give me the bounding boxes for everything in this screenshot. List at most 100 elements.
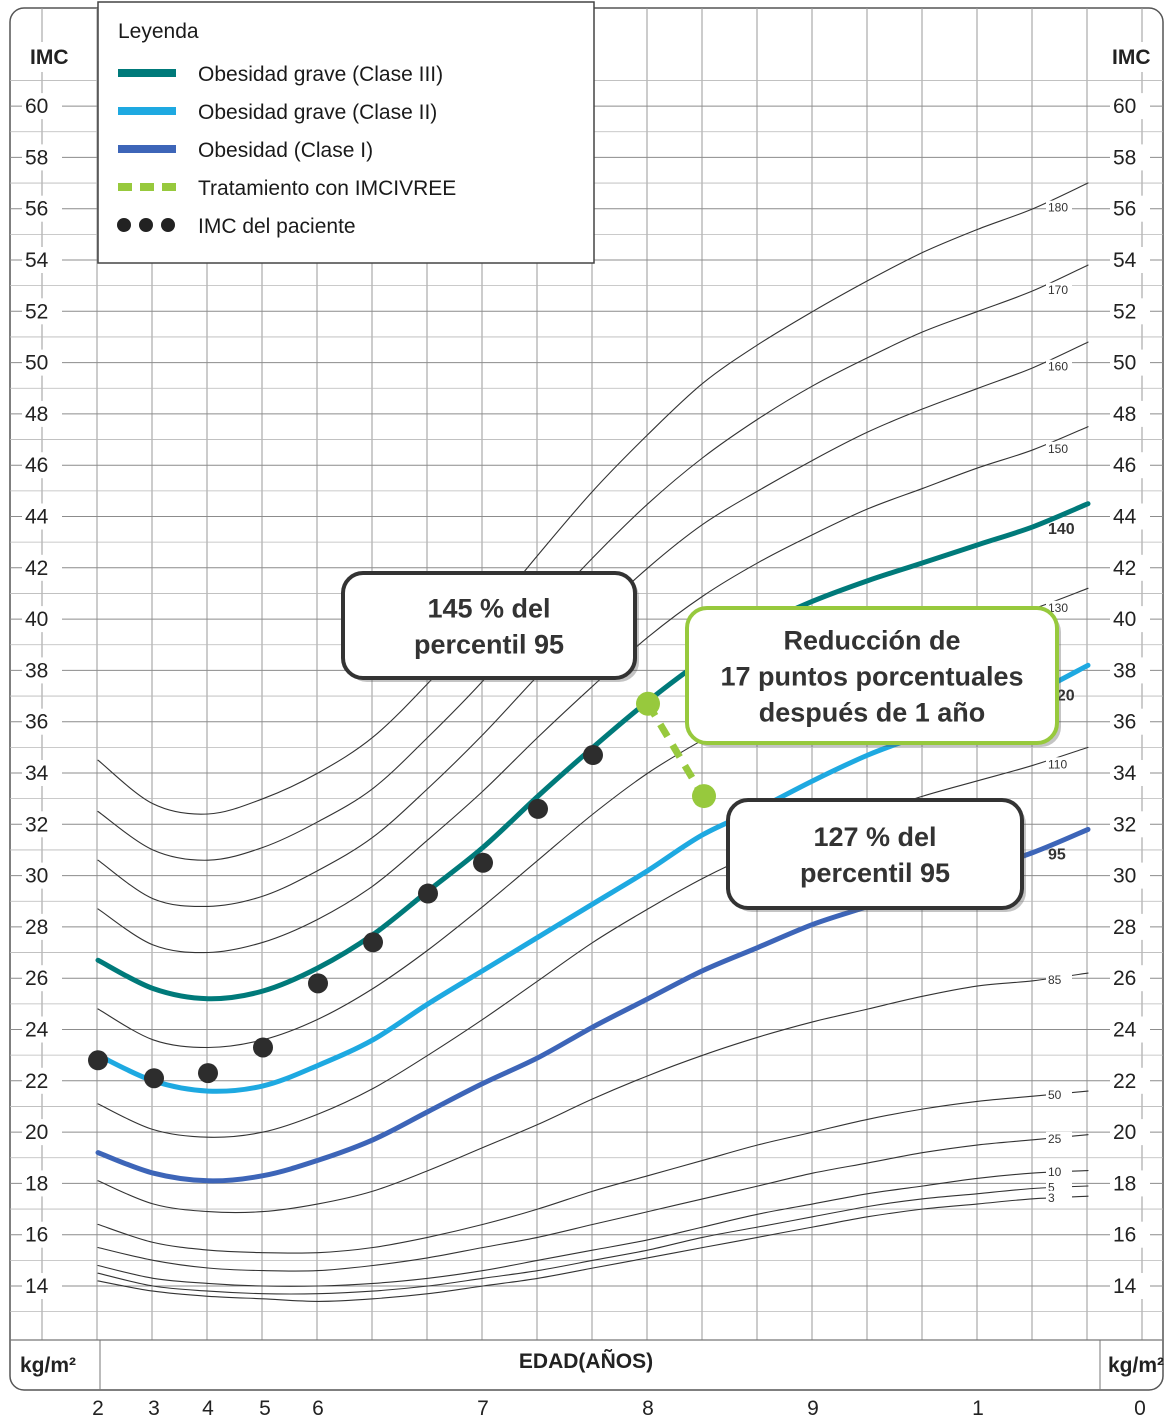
ytick-bg-left-38 [22, 657, 62, 684]
curve-label-85: 85 [1048, 973, 1062, 987]
x-tick-8: 1 [972, 1397, 984, 1420]
legend-swatch-4-1 [139, 218, 153, 232]
patient-dot-5 [363, 932, 383, 953]
curve-label-150: 150 [1048, 442, 1068, 456]
ytick-left-24: 24 [25, 1019, 49, 1042]
patient-dots [88, 691, 716, 1089]
ytick-left-34: 34 [25, 762, 49, 785]
ytick-bg-left-14 [22, 1273, 62, 1299]
ytick-bg-right-18 [1110, 1170, 1150, 1197]
curve-label-bg-10 [1046, 1165, 1072, 1180]
x-tick-4: 6 [312, 1397, 324, 1420]
curve-label-50: 50 [1048, 1088, 1062, 1102]
curve-label-bg-170 [1046, 282, 1072, 297]
x-tick-1: 3 [148, 1397, 160, 1420]
percentile-line-25 [97, 1134, 1089, 1272]
ytick-bg-right-58 [1110, 144, 1150, 171]
legend-label-3: Tratamiento con IMCIVREE [198, 177, 456, 200]
ytick-left-16: 16 [25, 1224, 48, 1247]
ytick-right-30: 30 [1113, 865, 1136, 888]
percentile-line-50 [97, 1090, 1089, 1254]
legend-swatch-4-2 [161, 218, 175, 232]
ytick-bg-right-16 [1110, 1221, 1150, 1248]
percentile-line-180 [97, 182, 1089, 815]
legend-label-2: Obesidad (Clase I) [198, 139, 373, 162]
callout-0-line-0: 145 % del [427, 594, 550, 624]
patient-dot-11 [692, 784, 716, 809]
ytick-bg-left-42 [22, 554, 62, 581]
ytick-right-22: 22 [1113, 1070, 1136, 1093]
callout-1-line-2: después de 1 año [759, 698, 986, 728]
ytick-bg-left-36 [22, 708, 62, 735]
legend-swatch-3-1 [140, 183, 154, 191]
x-axis-title: EDAD(AÑOS) [519, 1350, 653, 1373]
ytick-bg-right-50 [1110, 349, 1150, 376]
curve-label-bg-110 [1046, 757, 1072, 772]
ytick-bg-left-34 [22, 760, 62, 786]
ytick-bg-left-58 [22, 144, 62, 171]
x-tick-3: 5 [259, 1397, 271, 1420]
curve-label-140: 140 [1048, 521, 1075, 538]
ytick-right-26: 26 [1113, 967, 1136, 990]
ytick-right-16: 16 [1113, 1224, 1136, 1247]
ytick-right-58: 58 [1113, 146, 1136, 169]
callout-1: Reducción de 17 puntos porcentuales despué… [685, 606, 1061, 747]
ytick-bg-left-46 [22, 452, 62, 479]
ytick-right-14: 14 [1113, 1275, 1137, 1298]
patient-dot-0 [88, 1050, 108, 1071]
ytick-bg-right-54 [1110, 247, 1150, 273]
ytick-bg-left-24 [22, 1016, 62, 1043]
ytick-left-30: 30 [25, 865, 48, 888]
ytick-right-18: 18 [1113, 1172, 1136, 1195]
ytick-bg-right-46 [1110, 452, 1150, 479]
callout-box-0 [341, 571, 637, 680]
ytick-bg-left-20 [22, 1119, 62, 1146]
ytick-right-32: 32 [1113, 813, 1136, 836]
patient-dot-4 [308, 973, 328, 994]
ytick-right-24: 24 [1113, 1019, 1137, 1042]
ytick-left-60: 60 [25, 95, 48, 118]
ytick-bg-right-20 [1110, 1119, 1150, 1146]
ytick-bg-left-60 [22, 93, 62, 120]
patient-dot-2 [198, 1063, 218, 1084]
ytick-left-28: 28 [25, 916, 48, 939]
ytick-bg-right-14 [1110, 1273, 1150, 1299]
ytick-right-20: 20 [1113, 1121, 1136, 1144]
y-axis-title-left: IMC [30, 46, 69, 69]
y-axis-title-right: IMC [1112, 46, 1151, 69]
callouts: 145 % del percentil 95 Reducción de 17 punt… [341, 571, 1061, 912]
ytick-bg-left-30 [22, 862, 62, 889]
ytick-right-48: 48 [1113, 403, 1136, 426]
curve-label-bg-85 [1046, 972, 1072, 987]
ytick-bg-left-52 [22, 298, 62, 325]
legend-box [97, 1, 595, 264]
ytick-bg-right-26 [1110, 965, 1150, 992]
ytick-right-56: 56 [1113, 198, 1136, 221]
ytick-bg-left-50 [22, 349, 62, 376]
ytick-left-58: 58 [25, 146, 48, 169]
ytick-right-44: 44 [1113, 506, 1137, 529]
axes: IMC1416182022242628303234363840424446485… [20, 42, 1164, 1420]
ytick-left-20: 20 [25, 1121, 48, 1144]
ytick-left-14: 14 [25, 1275, 49, 1298]
patient-dot-6 [418, 883, 438, 904]
curve-label-bg-130 [1046, 600, 1072, 615]
curve-label-25: 25 [1048, 1132, 1062, 1146]
ytick-left-32: 32 [25, 813, 48, 836]
percentile-line-110 [97, 746, 1089, 1138]
legend-swatch-1 [118, 107, 176, 115]
callout-0: 145 % del percentil 95 [341, 571, 639, 682]
curve-label-160: 160 [1048, 360, 1068, 374]
ytick-bg-right-56 [1110, 195, 1150, 222]
treatment-dashed-line [644, 701, 707, 798]
legend-swatch-2 [118, 145, 176, 153]
ytick-right-46: 46 [1113, 454, 1136, 477]
callout-box-2 [726, 798, 1024, 910]
y-unit-right: kg/m² [1108, 1354, 1164, 1377]
legend-title: Leyenda [118, 20, 199, 43]
percentile-line-10 [97, 1170, 1089, 1287]
patient-dot-8 [528, 798, 548, 819]
ytick-left-44: 44 [25, 506, 49, 529]
callout-box-1 [685, 606, 1059, 745]
